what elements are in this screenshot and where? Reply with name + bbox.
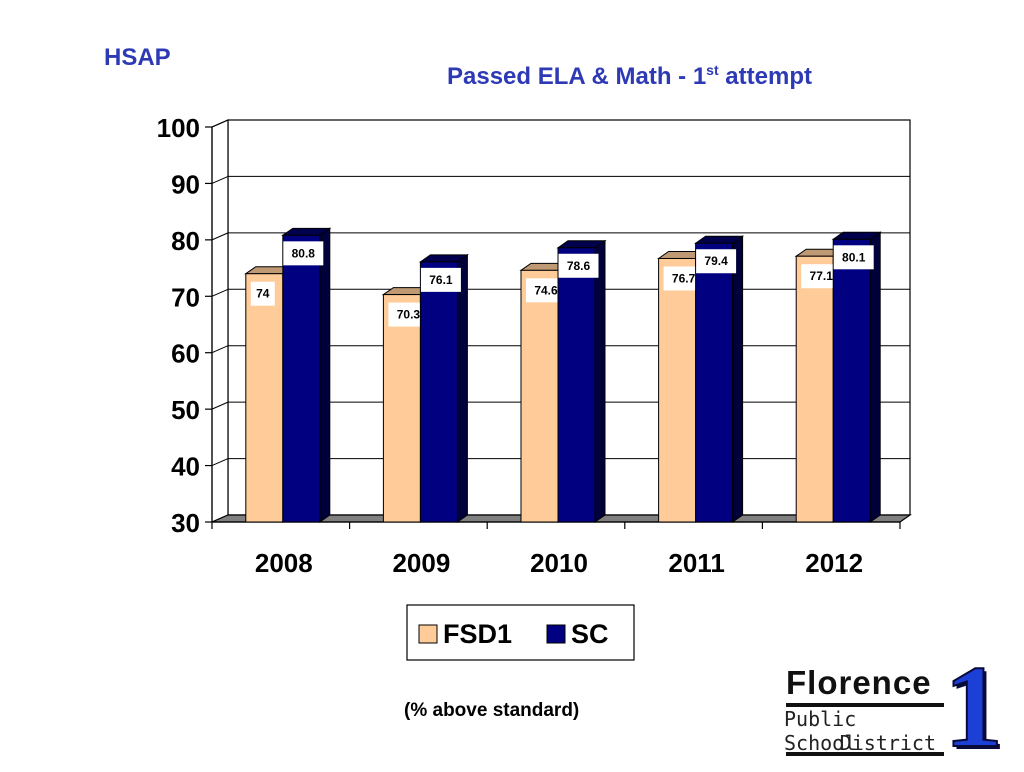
data-label-box (833, 245, 874, 270)
legend-label-fsd1: FSD1 (443, 619, 512, 649)
data-label: 78.6 (567, 259, 591, 273)
x-tick-label: 2010 (530, 548, 588, 578)
data-label: 74.6 (534, 283, 558, 297)
y-tick-label: 80 (171, 226, 200, 256)
chart-title-end: attempt (718, 63, 812, 90)
logo-line2: District (839, 731, 936, 755)
chart-title-main: Passed ELA & Math - 1 (447, 63, 707, 90)
data-label: 74 (256, 287, 270, 301)
data-label: 70.3 (397, 308, 421, 322)
data-label-box (696, 249, 737, 274)
data-label-box (558, 253, 599, 278)
gridline-side (211, 232, 229, 241)
district-logo: Florence Public School District 1 (784, 647, 1020, 767)
gridline-side (211, 119, 229, 128)
bar-fsd1-2010 (520, 269, 559, 523)
bar-fsd1-2012 (795, 255, 834, 523)
logo-numeral: 1 (943, 641, 1004, 772)
data-label: 80.1 (842, 250, 866, 264)
y-tick-label: 50 (171, 395, 200, 425)
gridline-side (211, 175, 229, 184)
bar-fsd1-2011 (658, 257, 697, 523)
chart-title: Passed ELA & Math - 1st attempt (447, 62, 812, 91)
y-tick-label: 90 (171, 169, 200, 199)
legend-label-sc: SC (571, 619, 609, 649)
data-label-box (420, 267, 461, 292)
gridline-side (211, 401, 229, 410)
y-tick-label: 60 (171, 339, 200, 369)
bar-sc-2012 (832, 238, 871, 523)
bar-side (732, 235, 744, 523)
y-tick-label: 30 (171, 508, 200, 538)
logo-rule-bottom (786, 752, 944, 756)
data-label-box (250, 281, 275, 306)
data-label: 77.1 (810, 269, 834, 283)
bar-side (456, 253, 468, 523)
gridline-side (211, 458, 229, 467)
data-label: 80.8 (292, 246, 316, 260)
chart-footnote: (% above standard) (404, 700, 580, 721)
bar-fsd1-2008 (245, 273, 284, 523)
legend-swatch-fsd1 (418, 624, 438, 644)
logo-word: Florence (786, 664, 932, 701)
bar-side (594, 239, 606, 523)
x-tick-label: 2009 (392, 548, 450, 578)
bar-sc-2011 (695, 242, 734, 523)
data-label: 76.1 (429, 273, 453, 287)
x-tick-label: 2008 (255, 548, 313, 578)
y-tick-label: 40 (171, 452, 200, 482)
legend-box (406, 604, 635, 661)
bar-sc-2008 (282, 234, 321, 523)
gridline-side (211, 288, 229, 297)
data-label: 76.7 (672, 271, 696, 285)
slide-label: HSAP (104, 44, 171, 71)
bar-side (869, 231, 881, 523)
bar-side (319, 227, 331, 523)
x-tick-label: 2011 (668, 548, 724, 578)
bar-fsd1-2009 (382, 294, 421, 523)
legend-swatch-sc (546, 624, 566, 644)
chart-title-superscript: st (706, 62, 719, 78)
x-tick-label: 2012 (805, 548, 863, 578)
logo-line1: Public School (784, 707, 857, 755)
y-tick-label: 100 (157, 113, 200, 143)
y-tick-label: 70 (171, 282, 200, 312)
gridline-side (211, 345, 229, 354)
bar-sc-2009 (419, 261, 458, 523)
logo-rule-top (786, 703, 944, 707)
data-label-box (283, 241, 324, 266)
bar-sc-2010 (557, 247, 596, 523)
data-label: 79.4 (704, 254, 728, 268)
